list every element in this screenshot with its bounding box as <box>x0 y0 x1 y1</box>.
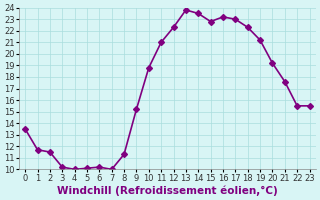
X-axis label: Windchill (Refroidissement éolien,°C): Windchill (Refroidissement éolien,°C) <box>57 185 278 196</box>
